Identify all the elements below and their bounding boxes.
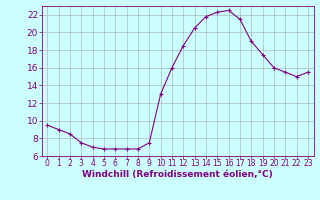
X-axis label: Windchill (Refroidissement éolien,°C): Windchill (Refroidissement éolien,°C): [82, 170, 273, 179]
